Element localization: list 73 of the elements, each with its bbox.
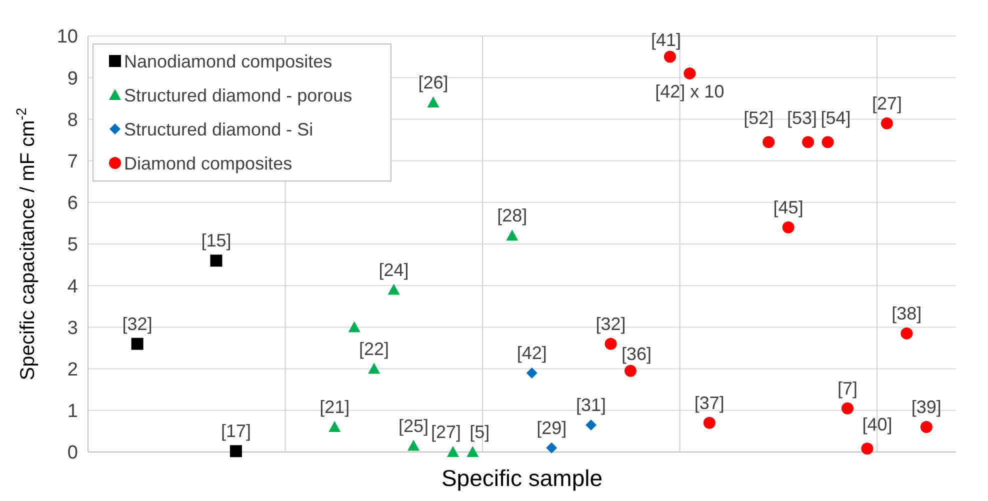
y-tick-label: 7	[67, 151, 78, 172]
point	[861, 442, 874, 455]
annotation: [17]	[220, 421, 251, 442]
point	[408, 440, 420, 451]
point	[506, 230, 518, 241]
point	[762, 136, 775, 148]
annotation: [37]	[694, 392, 724, 413]
annotation: [24]	[378, 260, 409, 280]
point	[604, 338, 617, 350]
point	[368, 362, 380, 374]
annotation: [5]	[470, 422, 490, 442]
legend-label: Nanodiamond composites	[124, 51, 332, 72]
point	[684, 67, 696, 80]
legend-label: Structured diamond - Si	[124, 119, 314, 140]
annotation: [36]	[621, 344, 652, 364]
point	[466, 446, 479, 457]
annotation: [38]	[892, 303, 922, 324]
y-tick-label: 0	[67, 442, 78, 464]
annotation: [32]	[122, 314, 152, 334]
y-tick-label: 2	[67, 359, 78, 380]
point	[348, 321, 360, 332]
y-tick-label: 6	[67, 193, 78, 214]
annotation: [15]	[201, 230, 232, 251]
point	[388, 284, 400, 295]
legend-label: Structured diamond - porous	[124, 85, 352, 106]
annotation: [29]	[536, 418, 567, 438]
y-tick-label: 1	[67, 401, 78, 422]
annotation: [22]	[359, 338, 390, 359]
annotation: [42] x 10	[655, 81, 724, 102]
point	[900, 327, 913, 340]
point	[624, 364, 636, 377]
y-tick-label: 5	[67, 234, 78, 256]
y-tick-label: 8	[67, 110, 78, 131]
annotation: [27]	[430, 422, 461, 442]
point	[782, 221, 794, 234]
annotation: [53]	[787, 108, 818, 128]
point	[328, 421, 341, 432]
point	[822, 136, 834, 148]
annotation: [42]	[516, 342, 547, 363]
point	[526, 367, 538, 378]
annotation: [39]	[911, 397, 942, 418]
point	[703, 416, 716, 429]
point	[131, 338, 144, 350]
annotation: [7]	[837, 378, 858, 398]
annotation: [45]	[773, 197, 804, 218]
annotation: [28]	[497, 206, 528, 226]
annotation: [25]	[398, 416, 429, 436]
annotation: [27]	[872, 93, 902, 114]
annotation: [21]	[320, 397, 350, 418]
y-tick-label: 9	[67, 68, 78, 90]
annotation: [31]	[576, 394, 606, 415]
y-tick-label: 3	[67, 318, 78, 339]
point	[446, 446, 459, 457]
annotation: [32]	[596, 314, 626, 334]
annotation: [52]	[744, 108, 774, 128]
y-tick-label: 4	[67, 276, 78, 298]
point	[664, 50, 676, 63]
point	[802, 136, 814, 148]
point	[210, 254, 222, 267]
point	[920, 421, 932, 434]
annotation: [54]	[820, 108, 851, 128]
annotation: [41]	[650, 30, 681, 50]
annotation: [26]	[418, 72, 448, 93]
point	[880, 117, 893, 130]
y-tick-label: 10	[56, 26, 78, 48]
annotation: [40]	[862, 414, 892, 435]
point	[546, 442, 558, 454]
legend-label: Diamond composites	[124, 153, 292, 174]
x-axis-title: Specific sample	[441, 465, 603, 491]
point	[842, 402, 854, 414]
point	[230, 445, 242, 458]
point	[427, 96, 440, 108]
point	[586, 419, 597, 430]
